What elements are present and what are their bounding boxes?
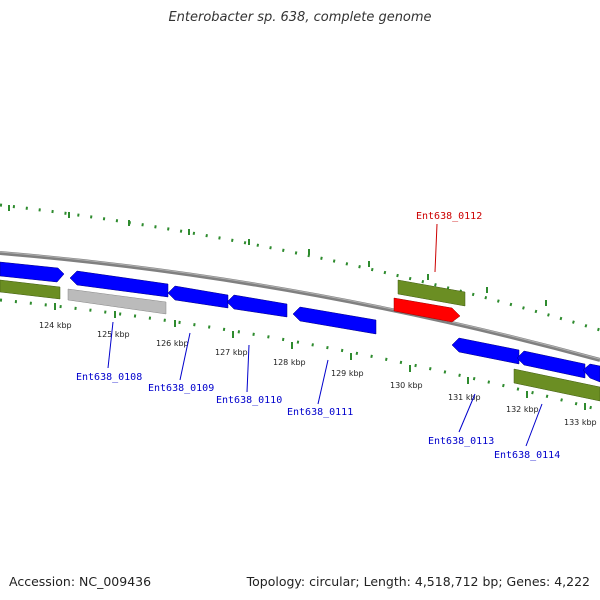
gene-feature[interactable] (513, 368, 600, 402)
genome-backbone (0, 251, 600, 362)
gene-label-ent638-0109[interactable]: Ent638_0109 (148, 383, 214, 394)
map-title: Enterobacter sp. 638, complete genome (168, 10, 432, 25)
gene-feature[interactable] (0, 279, 61, 300)
gene-feature[interactable] (582, 363, 600, 383)
gene-feature[interactable] (69, 270, 169, 298)
ruler-label: 126 kbp (156, 339, 189, 348)
inner-major-ticks (54, 303, 586, 410)
gene-label-ent638-0114[interactable]: Ent638_0114 (494, 450, 560, 461)
ruler-label: 131 kbp (448, 393, 481, 402)
gene-feature[interactable] (226, 294, 288, 318)
gene-feature[interactable] (0, 261, 65, 283)
label-leaders (107, 223, 543, 447)
gene-label-ent638-0110[interactable]: Ent638_0110 (216, 395, 282, 406)
ruler-label: 133 kbp (564, 418, 597, 427)
ruler-label: 128 kbp (273, 358, 306, 367)
genome-backbone-highlight (0, 251, 600, 360)
gene-label-ent638-0108[interactable]: Ent638_0108 (76, 372, 142, 383)
ruler-label: 125 kbp (97, 330, 130, 339)
ruler-label: 127 kbp (215, 348, 248, 357)
ruler-label: 129 kbp (331, 369, 364, 378)
ruler-label: 132 kbp (506, 405, 539, 414)
genome-summary-text: Topology: circular; Length: 4,518,712 bp… (246, 574, 590, 589)
pseudo-gene-feature[interactable] (67, 288, 167, 315)
gene-feature[interactable] (397, 279, 466, 307)
gene-labels: Ent638_0112 Ent638_0108 Ent638_0109 Ent6… (76, 211, 560, 461)
gene-feature[interactable] (167, 285, 229, 309)
ruler-label: 130 kbp (390, 381, 423, 390)
gene-label-ent638-0112[interactable]: Ent638_0112 (416, 211, 482, 222)
gene-label-ent638-0113[interactable]: Ent638_0113 (428, 436, 494, 447)
ruler-labels: 124 kbp 125 kbp 126 kbp 127 kbp 128 kbp … (39, 321, 597, 427)
outer-major-ticks (8, 205, 547, 306)
accession-text: Accession: NC_009436 (9, 574, 152, 589)
gene-feature[interactable] (292, 306, 377, 335)
highlighted-gene-feature[interactable] (393, 297, 461, 323)
gene-feature[interactable] (451, 337, 520, 365)
ruler-label: 124 kbp (39, 321, 72, 330)
gene-label-ent638-0111[interactable]: Ent638_0111 (287, 407, 353, 418)
